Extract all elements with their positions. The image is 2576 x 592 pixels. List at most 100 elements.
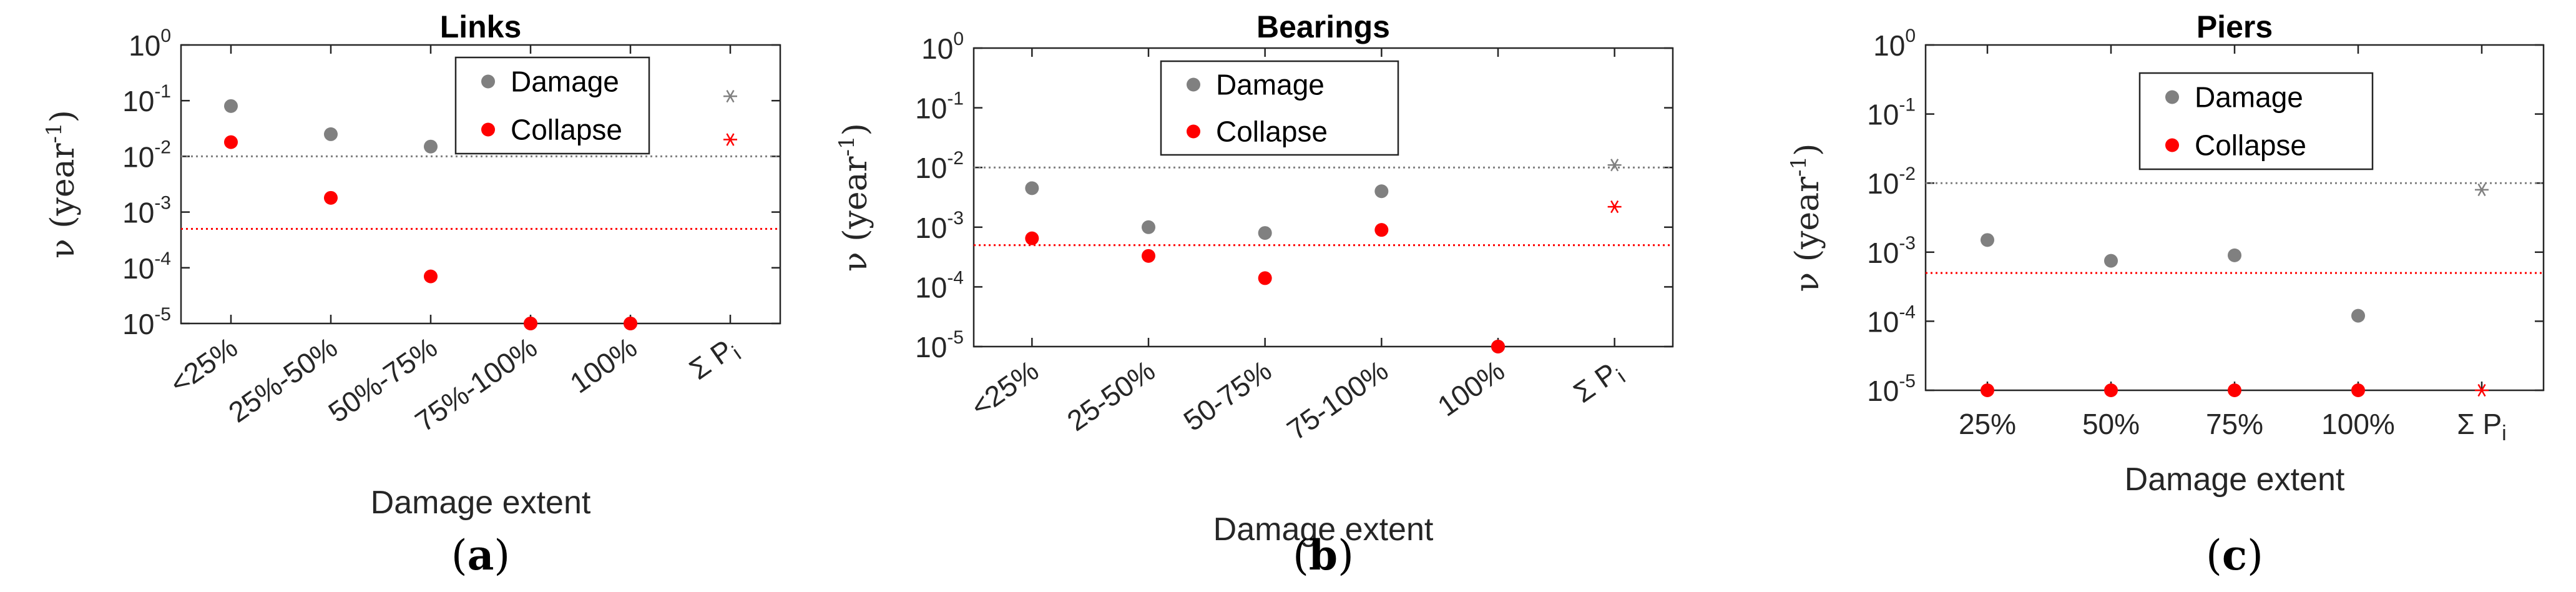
x-tick-label: 100% bbox=[1432, 354, 1511, 423]
legend-marker-damage bbox=[2165, 90, 2179, 104]
y-tick-label: 10-3 bbox=[915, 208, 964, 244]
y-axis-label: ν (year-1) bbox=[42, 110, 82, 259]
damage-point bbox=[224, 99, 238, 113]
y-axis-label-close: ) bbox=[44, 110, 82, 122]
damage-point bbox=[424, 139, 438, 154]
y-tick-exponent: -5 bbox=[154, 304, 171, 325]
y-tick-label: 10-4 bbox=[1867, 302, 1916, 338]
sum-marker-stroke bbox=[1610, 159, 1619, 172]
damage-point bbox=[1258, 226, 1272, 240]
chart-title: Piers bbox=[2196, 9, 2273, 44]
panel-caption: (b) bbox=[1293, 531, 1354, 580]
legend-marker-collapse bbox=[481, 122, 495, 137]
y-tick-exponent: 0 bbox=[953, 29, 964, 49]
damage-point bbox=[2104, 254, 2118, 268]
x-tick-label: 25-50% bbox=[1061, 354, 1161, 438]
y-tick-exponent: 0 bbox=[160, 26, 171, 46]
damage-point bbox=[1374, 184, 1389, 199]
legend-label-collapse: Collapse bbox=[2195, 129, 2306, 162]
x-tick-label: 50-75% bbox=[1178, 354, 1278, 438]
y-axis-label-exponent: -1 bbox=[1786, 156, 1811, 177]
sum-marker-stroke bbox=[2477, 383, 2486, 397]
legend-marker-damage bbox=[1187, 77, 1200, 92]
x-tick-label: 75-100% bbox=[1281, 354, 1394, 446]
x-tick-label: 100% bbox=[564, 331, 643, 400]
y-tick-label: 10-5 bbox=[122, 304, 171, 340]
x-tick-label: Σ Pi bbox=[1567, 354, 1630, 413]
y-tick-exponent: -3 bbox=[154, 193, 171, 214]
y-tick-exponent: -5 bbox=[1899, 371, 1916, 392]
collapse-sum-marker bbox=[1607, 200, 1622, 214]
legend-label-damage: Damage bbox=[1216, 69, 1325, 101]
y-tick-exponent: -5 bbox=[947, 327, 964, 348]
y-tick-exponent: -1 bbox=[947, 89, 964, 109]
y-tick-label: 10-2 bbox=[915, 148, 964, 184]
damage-point bbox=[2351, 308, 2365, 323]
panel-caption: (a) bbox=[451, 531, 510, 580]
y-axis-label-exponent: -1 bbox=[835, 136, 859, 156]
damage-point bbox=[2228, 248, 2241, 262]
y-tick-exponent: -2 bbox=[947, 148, 964, 169]
collapse-point bbox=[2228, 383, 2241, 397]
y-tick-exponent: -4 bbox=[1899, 302, 1916, 322]
x-tick-label: <25% bbox=[164, 331, 243, 400]
legend-box bbox=[1160, 60, 1399, 156]
panel-a: Links10-510-410-310-210-1100<25%25%-50%5… bbox=[42, 9, 781, 580]
y-tick-label: 10-2 bbox=[1867, 164, 1916, 200]
legend-marker-damage bbox=[481, 74, 495, 89]
sum-marker-stroke bbox=[2477, 183, 2486, 197]
sum-marker-stroke bbox=[726, 89, 735, 103]
y-tick-label: 10-1 bbox=[1867, 95, 1916, 131]
y-axis-label-close: ) bbox=[1789, 144, 1826, 156]
collapse-point bbox=[1981, 383, 1994, 397]
x-tick-label: <25% bbox=[965, 354, 1044, 423]
collapse-point bbox=[1025, 231, 1039, 245]
damage-sum-marker bbox=[723, 89, 737, 103]
sum-marker-stroke bbox=[726, 133, 735, 146]
panel-caption-letter: c bbox=[2222, 531, 2247, 580]
y-tick-exponent: -1 bbox=[1899, 95, 1916, 116]
y-tick-label: 10-4 bbox=[915, 267, 964, 303]
legend-label-collapse: Collapse bbox=[1216, 116, 1328, 148]
collapse-point bbox=[524, 317, 537, 330]
legend-label-damage: Damage bbox=[511, 66, 619, 98]
damage-point bbox=[1025, 181, 1039, 195]
y-tick-exponent: -2 bbox=[154, 137, 171, 157]
collapse-point bbox=[624, 317, 637, 330]
y-tick-exponent: -1 bbox=[154, 81, 171, 102]
y-tick-exponent: -3 bbox=[947, 208, 964, 229]
damage-sum-marker bbox=[2475, 183, 2489, 197]
y-tick-label: 10-1 bbox=[915, 89, 964, 125]
x-tick-label: 25% bbox=[1959, 408, 2016, 440]
legend-label-collapse: Collapse bbox=[511, 114, 622, 146]
sum-marker-stroke bbox=[1610, 200, 1619, 214]
y-axis-label-exponent: -1 bbox=[42, 122, 67, 143]
y-tick-label: 10-3 bbox=[1867, 233, 1916, 269]
collapse-point bbox=[2351, 383, 2365, 397]
collapse-point bbox=[1491, 340, 1505, 353]
collapse-point bbox=[224, 135, 238, 149]
panel-caption-letter: b bbox=[1309, 531, 1338, 580]
collapse-point bbox=[1374, 223, 1389, 237]
tick-subscript: i bbox=[728, 342, 745, 364]
legend-box bbox=[454, 56, 650, 155]
y-tick-label: 100 bbox=[129, 26, 171, 62]
x-tick-label: Σ Pi bbox=[683, 331, 746, 390]
panel-caption-letter: a bbox=[468, 531, 494, 580]
x-tick-label: Σ Pi bbox=[2457, 408, 2506, 445]
x-tick-label: 50% bbox=[2082, 408, 2140, 440]
y-tick-exponent: 0 bbox=[1905, 26, 1916, 46]
collapse-point bbox=[324, 190, 338, 205]
y-tick-label: 10-2 bbox=[122, 137, 171, 173]
x-axis-label: Damage extent bbox=[371, 485, 591, 521]
collapse-point bbox=[424, 269, 438, 284]
x-tick-label: 25%-50% bbox=[223, 331, 343, 429]
panel-c: Piers 10-5 10-4 10-3 10-2 10-1 100 25% 50% 75% 100… bbox=[1786, 9, 2545, 580]
collapse-sum-marker bbox=[723, 133, 737, 146]
x-tick-label: 75% bbox=[2206, 408, 2263, 440]
y-tick-label: 100 bbox=[1873, 26, 1916, 62]
panel-b: Bearings 10-5 10-4 10-3 10-2 10-1 100 <25% 25-50… bbox=[835, 9, 1674, 580]
damage-point bbox=[1142, 220, 1155, 234]
y-axis-label: ν (year-1) bbox=[1786, 144, 1826, 292]
